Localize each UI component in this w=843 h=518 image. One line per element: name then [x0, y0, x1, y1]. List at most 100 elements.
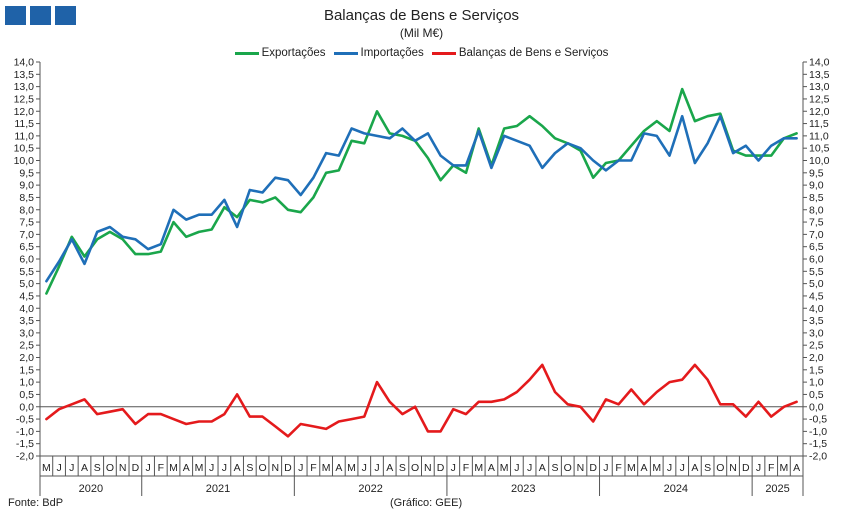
y-tick-label-left: 8,5	[19, 192, 34, 204]
x-tick-label: A	[183, 462, 190, 474]
y-tick-label-left: -1,5	[16, 438, 34, 450]
y-tick-label-right: 2,5	[809, 340, 824, 352]
legend-item-imports: Importações	[333, 47, 424, 59]
y-tick-label-left: 12,0	[14, 106, 35, 118]
y-tick-label-right: 1,5	[809, 364, 824, 376]
y-tick-label-left: 9,0	[19, 180, 34, 192]
x-tick-label: M	[169, 462, 178, 474]
x-tick-label: J	[145, 462, 150, 474]
y-tick-label-left: 1,5	[19, 364, 34, 376]
y-tick-label-left: 10,5	[14, 143, 35, 155]
x-tick-label: O	[716, 462, 724, 474]
y-tick-label-right: 11,5	[809, 118, 829, 130]
x-tick-label: F	[158, 462, 164, 474]
x-tick-label: J	[667, 462, 672, 474]
x-tick-label: J	[756, 462, 761, 474]
x-tick-label: F	[615, 462, 621, 474]
series-line-2	[45, 363, 798, 438]
x-tick-label: S	[399, 462, 406, 474]
y-tick-label-right: -2,0	[809, 451, 827, 463]
y-tick-label-right: 7,5	[809, 217, 824, 229]
x-tick-label: D	[742, 462, 750, 474]
x-tick-label: J	[374, 462, 379, 474]
legend-swatch-exports	[234, 51, 259, 55]
y-tick-label-right: 1,0	[809, 377, 824, 389]
x-tick-label: J	[451, 462, 456, 474]
x-year-label: 2025	[765, 483, 789, 495]
y-tick-label-left: 3,5	[19, 315, 34, 327]
y-tick-label-right: -1,5	[809, 438, 827, 450]
y-tick-label-right: 4,5	[809, 290, 824, 302]
legend-swatch-imports	[333, 51, 358, 55]
y-tick-label-left: 9,5	[19, 167, 34, 179]
y-tick-label-left: 13,5	[14, 69, 35, 81]
y-tick-label-left: 0,0	[19, 401, 34, 413]
x-tick-label: A	[335, 462, 342, 474]
y-tick-label-right: 2,0	[809, 352, 824, 364]
x-tick-label: A	[539, 462, 546, 474]
y-tick-label-right: 12,5	[809, 93, 830, 105]
y-tick-label-left: 2,0	[19, 352, 34, 364]
y-tick-label-left: 12,5	[14, 93, 35, 105]
legend-label-balance: Balanças de Bens e Serviços	[458, 47, 609, 59]
x-year-label: 2024	[664, 483, 688, 495]
y-tick-label-right: 0,5	[809, 389, 824, 401]
x-tick-label: N	[424, 462, 432, 474]
y-tick-label-left: 5,0	[19, 278, 34, 290]
y-tick-label-right: 0,0	[809, 401, 824, 413]
y-tick-label-right: -1,0	[809, 426, 827, 438]
y-tick-label-right: 5,5	[809, 266, 824, 278]
x-tick-label: A	[641, 462, 648, 474]
y-tick-label-right: 10,5	[809, 143, 830, 155]
y-tick-label-right: -0,5	[809, 414, 827, 426]
chart-subtitle: (Mil M€)	[399, 26, 444, 40]
y-tick-label-right: 5,0	[809, 278, 824, 290]
series-line-1	[45, 114, 798, 283]
x-tick-label: O	[411, 462, 419, 474]
y-tick-label-left: 3,0	[19, 327, 34, 339]
x-tick-label: M	[195, 462, 204, 474]
x-tick-label: S	[552, 462, 559, 474]
x-tick-label: S	[704, 462, 711, 474]
y-tick-label-right: 12,0	[809, 106, 830, 118]
y-tick-label-left: -0,5	[16, 414, 34, 426]
x-tick-label: D	[437, 462, 445, 474]
x-tick-label: F	[463, 462, 469, 474]
x-tick-label: D	[284, 462, 292, 474]
y-tick-label-right: 10,0	[809, 155, 830, 167]
x-tick-label: J	[209, 462, 214, 474]
y-tick-label-right: 9,5	[809, 167, 824, 179]
credit-note: (Gráfico: GEE)	[390, 497, 463, 509]
y-tick-label-left: 8,0	[19, 204, 34, 216]
x-tick-label: D	[132, 462, 140, 474]
y-tick-label-right: 6,5	[809, 241, 824, 253]
y-tick-label-left: 4,0	[19, 303, 34, 315]
x-tick-label: A	[691, 462, 698, 474]
x-tick-label: M	[42, 462, 51, 474]
x-tick-label: N	[119, 462, 127, 474]
x-tick-label: J	[680, 462, 685, 474]
x-tick-label: M	[627, 462, 636, 474]
y-tick-label-left: 11,0	[14, 130, 34, 142]
legend-swatch-balance	[431, 51, 456, 55]
chart-title: Balanças de Bens e Serviços	[323, 7, 520, 24]
y-tick-label-right: 8,5	[809, 192, 824, 204]
y-tick-label-left: 10,0	[14, 155, 35, 167]
x-tick-label: S	[246, 462, 253, 474]
x-tick-label: N	[271, 462, 279, 474]
x-tick-label: J	[298, 462, 303, 474]
x-tick-label: A	[488, 462, 495, 474]
legend-item-exports: Exportações	[234, 47, 326, 59]
logo-block-3	[55, 6, 76, 25]
x-tick-label: J	[603, 462, 608, 474]
y-tick-label-right: 14,0	[809, 57, 830, 69]
x-tick-label: M	[652, 462, 661, 474]
y-tick-label-left: 6,5	[19, 241, 34, 253]
legend-item-balance: Balanças de Bens e Serviços	[431, 47, 609, 59]
x-tick-label: M	[780, 462, 789, 474]
x-tick-label: M	[347, 462, 356, 474]
y-tick-label-left: 6,0	[19, 254, 34, 266]
logo-block-1	[5, 6, 26, 25]
x-tick-label: O	[258, 462, 266, 474]
y-tick-label-left: -1,0	[16, 426, 34, 438]
